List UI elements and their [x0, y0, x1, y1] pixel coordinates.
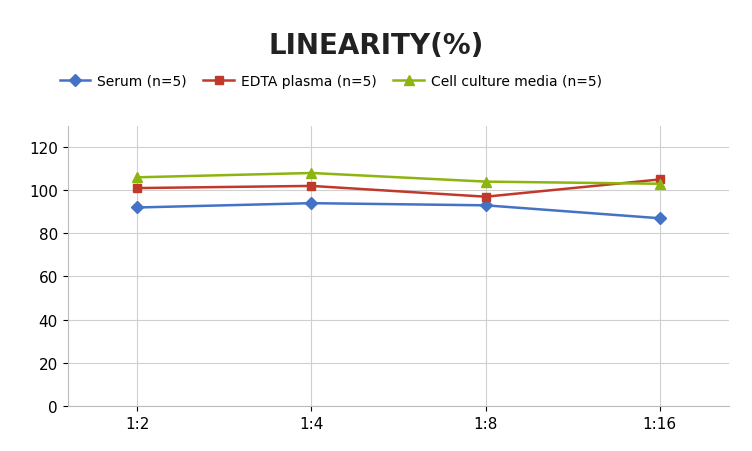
Cell culture media (n=5) [655, 182, 664, 187]
Serum (n=5) [307, 201, 316, 207]
Legend: Serum (n=5), EDTA plasma (n=5), Cell culture media (n=5): Serum (n=5), EDTA plasma (n=5), Cell cul… [59, 74, 602, 88]
Line: Cell culture media (n=5): Cell culture media (n=5) [132, 169, 665, 189]
Line: Serum (n=5): Serum (n=5) [133, 199, 664, 223]
EDTA plasma (n=5) [307, 184, 316, 189]
Line: EDTA plasma (n=5): EDTA plasma (n=5) [133, 176, 664, 202]
EDTA plasma (n=5) [655, 177, 664, 183]
Serum (n=5) [133, 205, 142, 211]
EDTA plasma (n=5) [481, 194, 490, 200]
Serum (n=5) [481, 203, 490, 208]
Cell culture media (n=5) [133, 175, 142, 180]
EDTA plasma (n=5) [133, 186, 142, 191]
Cell culture media (n=5) [307, 171, 316, 176]
Cell culture media (n=5) [481, 179, 490, 185]
Text: LINEARITY(%): LINEARITY(%) [268, 32, 484, 60]
Serum (n=5) [655, 216, 664, 221]
